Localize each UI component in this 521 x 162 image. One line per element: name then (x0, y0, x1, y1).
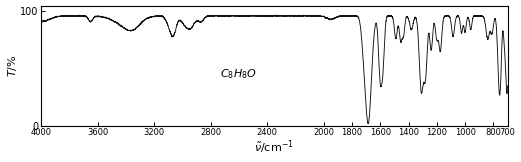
Y-axis label: $T$/%: $T$/% (6, 54, 19, 77)
X-axis label: $\tilde{\nu}$/cm$^{-1}$: $\tilde{\nu}$/cm$^{-1}$ (254, 139, 294, 156)
Text: C$_8$H$_8$O: C$_8$H$_8$O (220, 67, 257, 81)
